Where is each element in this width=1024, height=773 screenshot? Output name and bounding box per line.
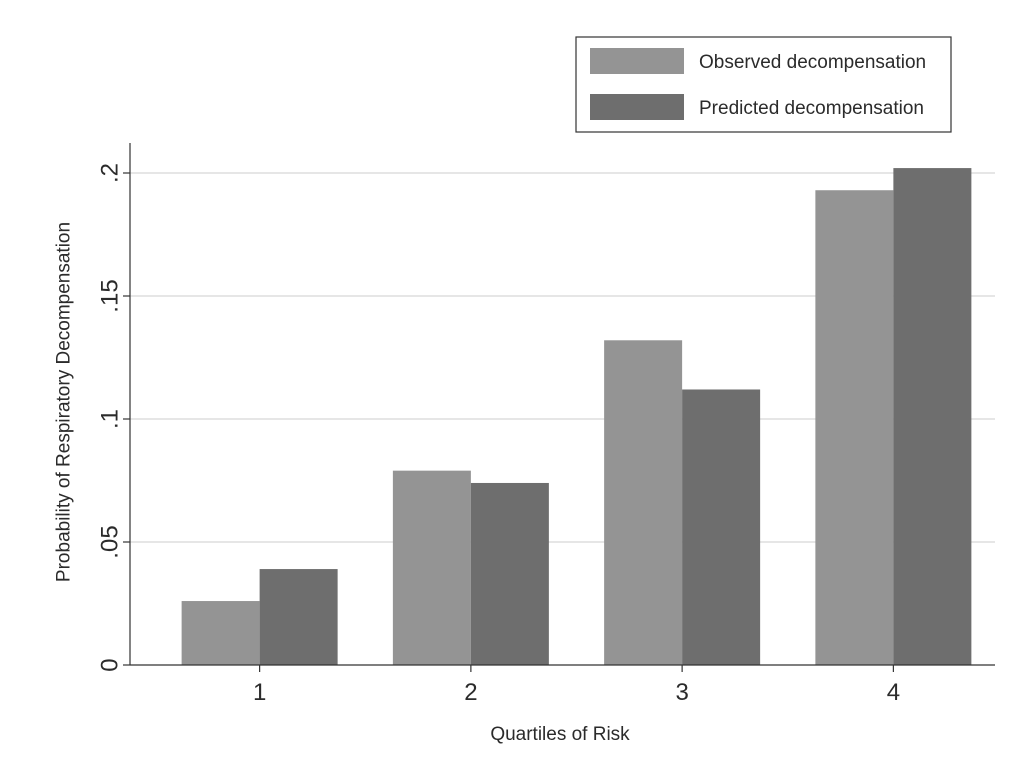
bar-predicted-q1 [259, 569, 338, 665]
bar-observed-q3 [604, 340, 683, 665]
legend: Observed decompensation Predicted decomp… [575, 36, 952, 133]
y-axis-title: Probability of Respiratory Decompensatio… [54, 222, 75, 582]
legend-swatch-predicted [590, 94, 684, 120]
bar-predicted-q2 [470, 482, 549, 665]
bar-observed-q4 [815, 190, 894, 665]
y-tick-label: .15 [97, 279, 124, 312]
y-tick-label: .1 [97, 409, 124, 429]
x-tick-label: 2 [464, 679, 477, 706]
legend-label-predicted: Predicted decompensation [699, 98, 924, 119]
y-tick-label: .05 [97, 525, 124, 558]
y-tick-label: 0 [97, 658, 124, 671]
bars [181, 168, 972, 665]
bar-predicted-q3 [682, 389, 761, 665]
x-axis-title: Quartiles of Risk [490, 724, 630, 745]
bar-predicted-q4 [893, 168, 972, 665]
bar-observed-q1 [181, 601, 260, 665]
legend-swatch-observed [590, 48, 684, 74]
x-ticks: 1 2 3 4 [253, 665, 900, 706]
y-ticks: 0 .05 .1 .15 .2 [97, 163, 130, 672]
x-tick-label: 1 [253, 679, 266, 706]
y-tick-label: .2 [97, 163, 124, 183]
bar-observed-q2 [392, 470, 471, 665]
x-tick-label: 3 [675, 679, 688, 706]
x-tick-label: 4 [887, 679, 900, 706]
legend-label-observed: Observed decompensation [699, 52, 926, 73]
